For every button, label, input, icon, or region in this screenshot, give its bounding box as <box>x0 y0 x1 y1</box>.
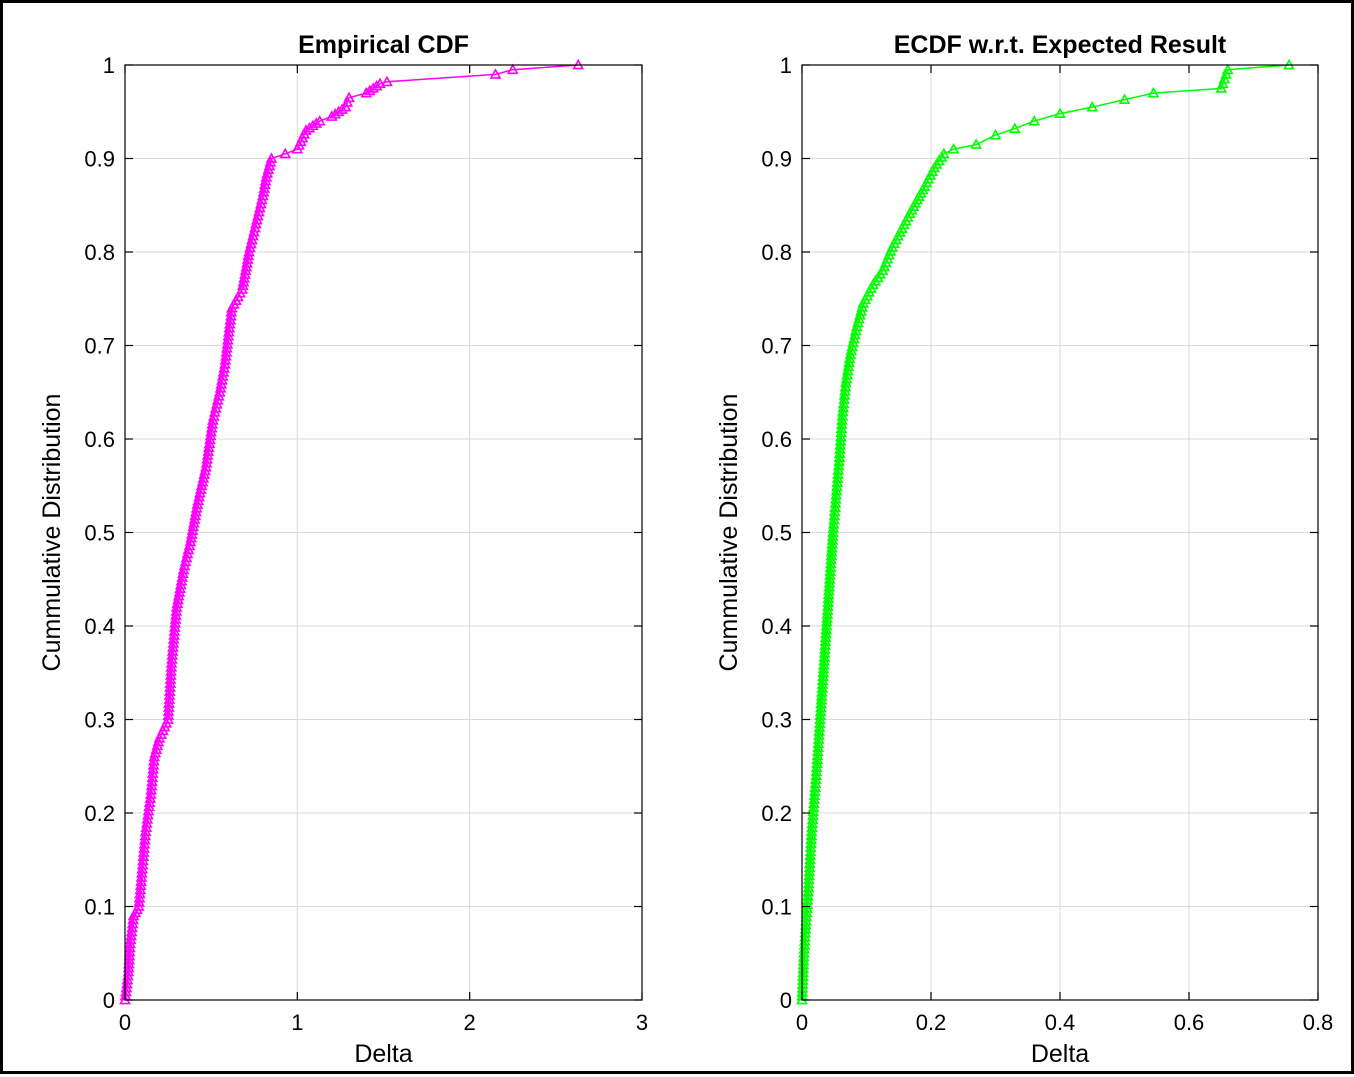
y-tick-label: 0.8 <box>84 240 115 265</box>
x-tick-label: 0.4 <box>1045 1010 1076 1035</box>
y-tick-label: 0.9 <box>761 147 792 172</box>
chart-title: ECDF w.r.t. Expected Result <box>894 31 1227 59</box>
data-point-marker <box>989 128 1002 140</box>
y-tick-label: 0.4 <box>761 614 792 639</box>
y-tick-label: 0 <box>780 988 792 1013</box>
x-tick-label: 2 <box>464 1010 476 1035</box>
x-axis-label: Delta <box>1031 1040 1089 1068</box>
x-tick-label: 0 <box>796 1010 808 1035</box>
y-tick-label: 0.3 <box>84 708 115 733</box>
data-point-marker <box>313 114 326 126</box>
y-tick-label: 0.7 <box>761 334 792 359</box>
y-tick-label: 0.7 <box>84 334 115 359</box>
data-point-marker <box>374 77 386 89</box>
data-point-marker <box>938 147 950 159</box>
y-tick-label: 1 <box>103 53 115 78</box>
data-point-marker <box>265 152 278 163</box>
y-tick-label: 0.2 <box>761 801 792 826</box>
data-point-marker <box>947 143 960 154</box>
data-point-marker <box>1118 93 1131 104</box>
data-point-marker <box>370 79 383 91</box>
data-point-marker <box>343 91 355 103</box>
y-tick-label: 0.5 <box>761 521 792 546</box>
x-tick-label: 0.2 <box>916 1010 947 1035</box>
data-point-marker <box>1147 86 1160 98</box>
data-point-marker <box>279 147 292 159</box>
data-point-marker <box>1086 100 1099 112</box>
chart-panel-0: 0 1 2 3 0 0.1 0.2 0.3 0.4 0.5 0.6 0.7 0.8 0.9 1 Empiric… <box>38 31 648 1068</box>
chart-title: Empirical CDF <box>298 31 469 59</box>
y-tick-label: 0.1 <box>761 895 792 920</box>
data-point-marker <box>1221 63 1234 75</box>
y-tick-label: 0.4 <box>84 614 115 639</box>
x-axis-label: Delta <box>354 1040 412 1068</box>
y-axis-label: Cummulative Distribution <box>715 394 743 672</box>
data-point-marker <box>1054 107 1066 119</box>
x-tick-label: 0 <box>119 1010 131 1035</box>
y-tick-label: 0.6 <box>761 427 792 452</box>
x-tick-label: 0.6 <box>1174 1010 1205 1035</box>
x-tick-label: 3 <box>636 1010 648 1035</box>
y-tick-label: 0.9 <box>84 147 115 172</box>
y-tick-label: 0.6 <box>84 427 115 452</box>
data-point-marker <box>310 117 323 128</box>
data-point-marker <box>1008 122 1021 133</box>
x-tick-label: 1 <box>291 1010 303 1035</box>
data-point-marker <box>1028 114 1041 126</box>
y-tick-label: 0.3 <box>761 708 792 733</box>
chart-panel-1: 0 0.2 0.4 0.6 0.8 0 0.1 0.2 0.3 0.4 0.5 0.6 0.7 0.8 0.… <box>715 31 1333 1068</box>
y-axis-label: Cummulative Distribution <box>38 394 66 672</box>
data-point-marker <box>489 68 502 79</box>
data-point-marker <box>506 63 519 75</box>
y-tick-label: 0 <box>103 988 115 1013</box>
ecdf-figure: 0 1 2 3 0 0.1 0.2 0.3 0.4 0.5 0.6 0.7 0.8 0.9 1 Empiric… <box>38 31 1333 1068</box>
data-point-marker <box>381 75 393 87</box>
y-tick-label: 0.2 <box>84 801 115 826</box>
y-tick-label: 0.5 <box>84 521 115 546</box>
y-tick-label: 1 <box>780 53 792 78</box>
data-point-marker <box>336 103 348 114</box>
x-tick-label: 0.8 <box>1303 1010 1334 1035</box>
data-point-marker <box>970 138 983 149</box>
y-tick-label: 0.1 <box>84 895 115 920</box>
y-tick-label: 0.8 <box>761 240 792 265</box>
